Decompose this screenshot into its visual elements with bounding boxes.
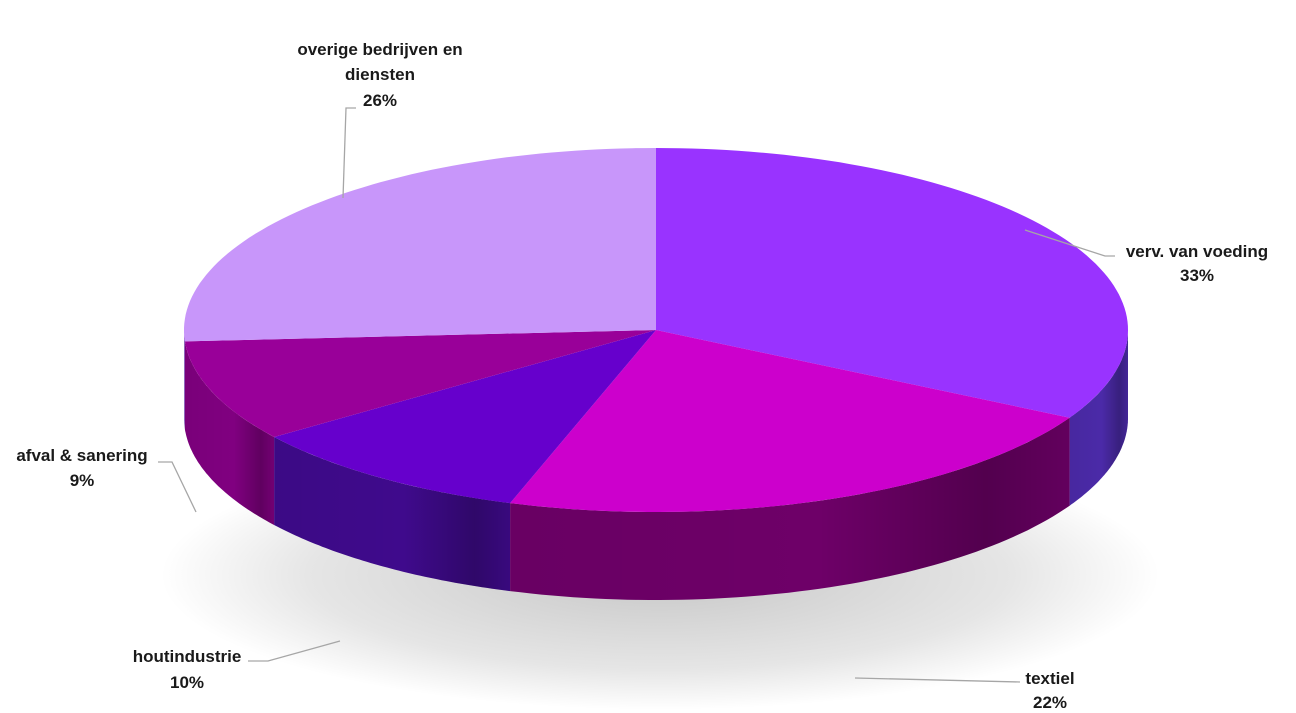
leader-line-afval-sanering bbox=[158, 461, 197, 513]
pie-side-shade-overige-bedrijven-en-diensten bbox=[184, 330, 185, 430]
pie-side-shade-textiel bbox=[510, 417, 1070, 600]
pie-sides bbox=[184, 330, 1128, 600]
pie-tops bbox=[184, 148, 1128, 512]
slice-label-houtindustrie: houtindustrie bbox=[133, 647, 242, 666]
leader-line-overige bbox=[342, 107, 356, 199]
pie-slice-houtindustrie bbox=[274, 330, 656, 504]
pie-slice-verv-van-voeding bbox=[656, 148, 1128, 418]
leader-line-houtindustrie bbox=[248, 640, 341, 662]
slice-label-verv-van-voeding: verv. van voeding bbox=[1126, 242, 1268, 261]
slice-value-verv-van-voeding: 33% bbox=[1180, 266, 1214, 285]
slice-label-overige-line2: diensten bbox=[345, 65, 415, 84]
slice-label-textiel: textiel bbox=[1025, 669, 1074, 688]
slice-value-houtindustrie: 10% bbox=[170, 673, 204, 692]
pie-slice-afval-sanering bbox=[184, 330, 656, 437]
slice-value-textiel: 22% bbox=[1033, 693, 1067, 712]
slice-label-overige-line1: overige bedrijven en bbox=[297, 40, 462, 59]
leader-line-verv-van-voeding bbox=[1024, 229, 1115, 257]
slice-value-afval-sanering: 9% bbox=[70, 471, 95, 490]
pie-slice-overige-bedrijven-en-diensten bbox=[184, 148, 656, 342]
pie-side-shade-afval-sanering bbox=[184, 341, 275, 525]
pie-side-shade-houtindustrie bbox=[274, 437, 511, 592]
slice-label-afval-sanering: afval & sanering bbox=[16, 446, 147, 465]
pie-side-shade-verv-van-voeding bbox=[1069, 330, 1128, 506]
leader-line-textiel bbox=[854, 677, 1021, 683]
pie-slice-textiel bbox=[510, 330, 1070, 512]
slice-value-overige: 26% bbox=[363, 91, 397, 110]
